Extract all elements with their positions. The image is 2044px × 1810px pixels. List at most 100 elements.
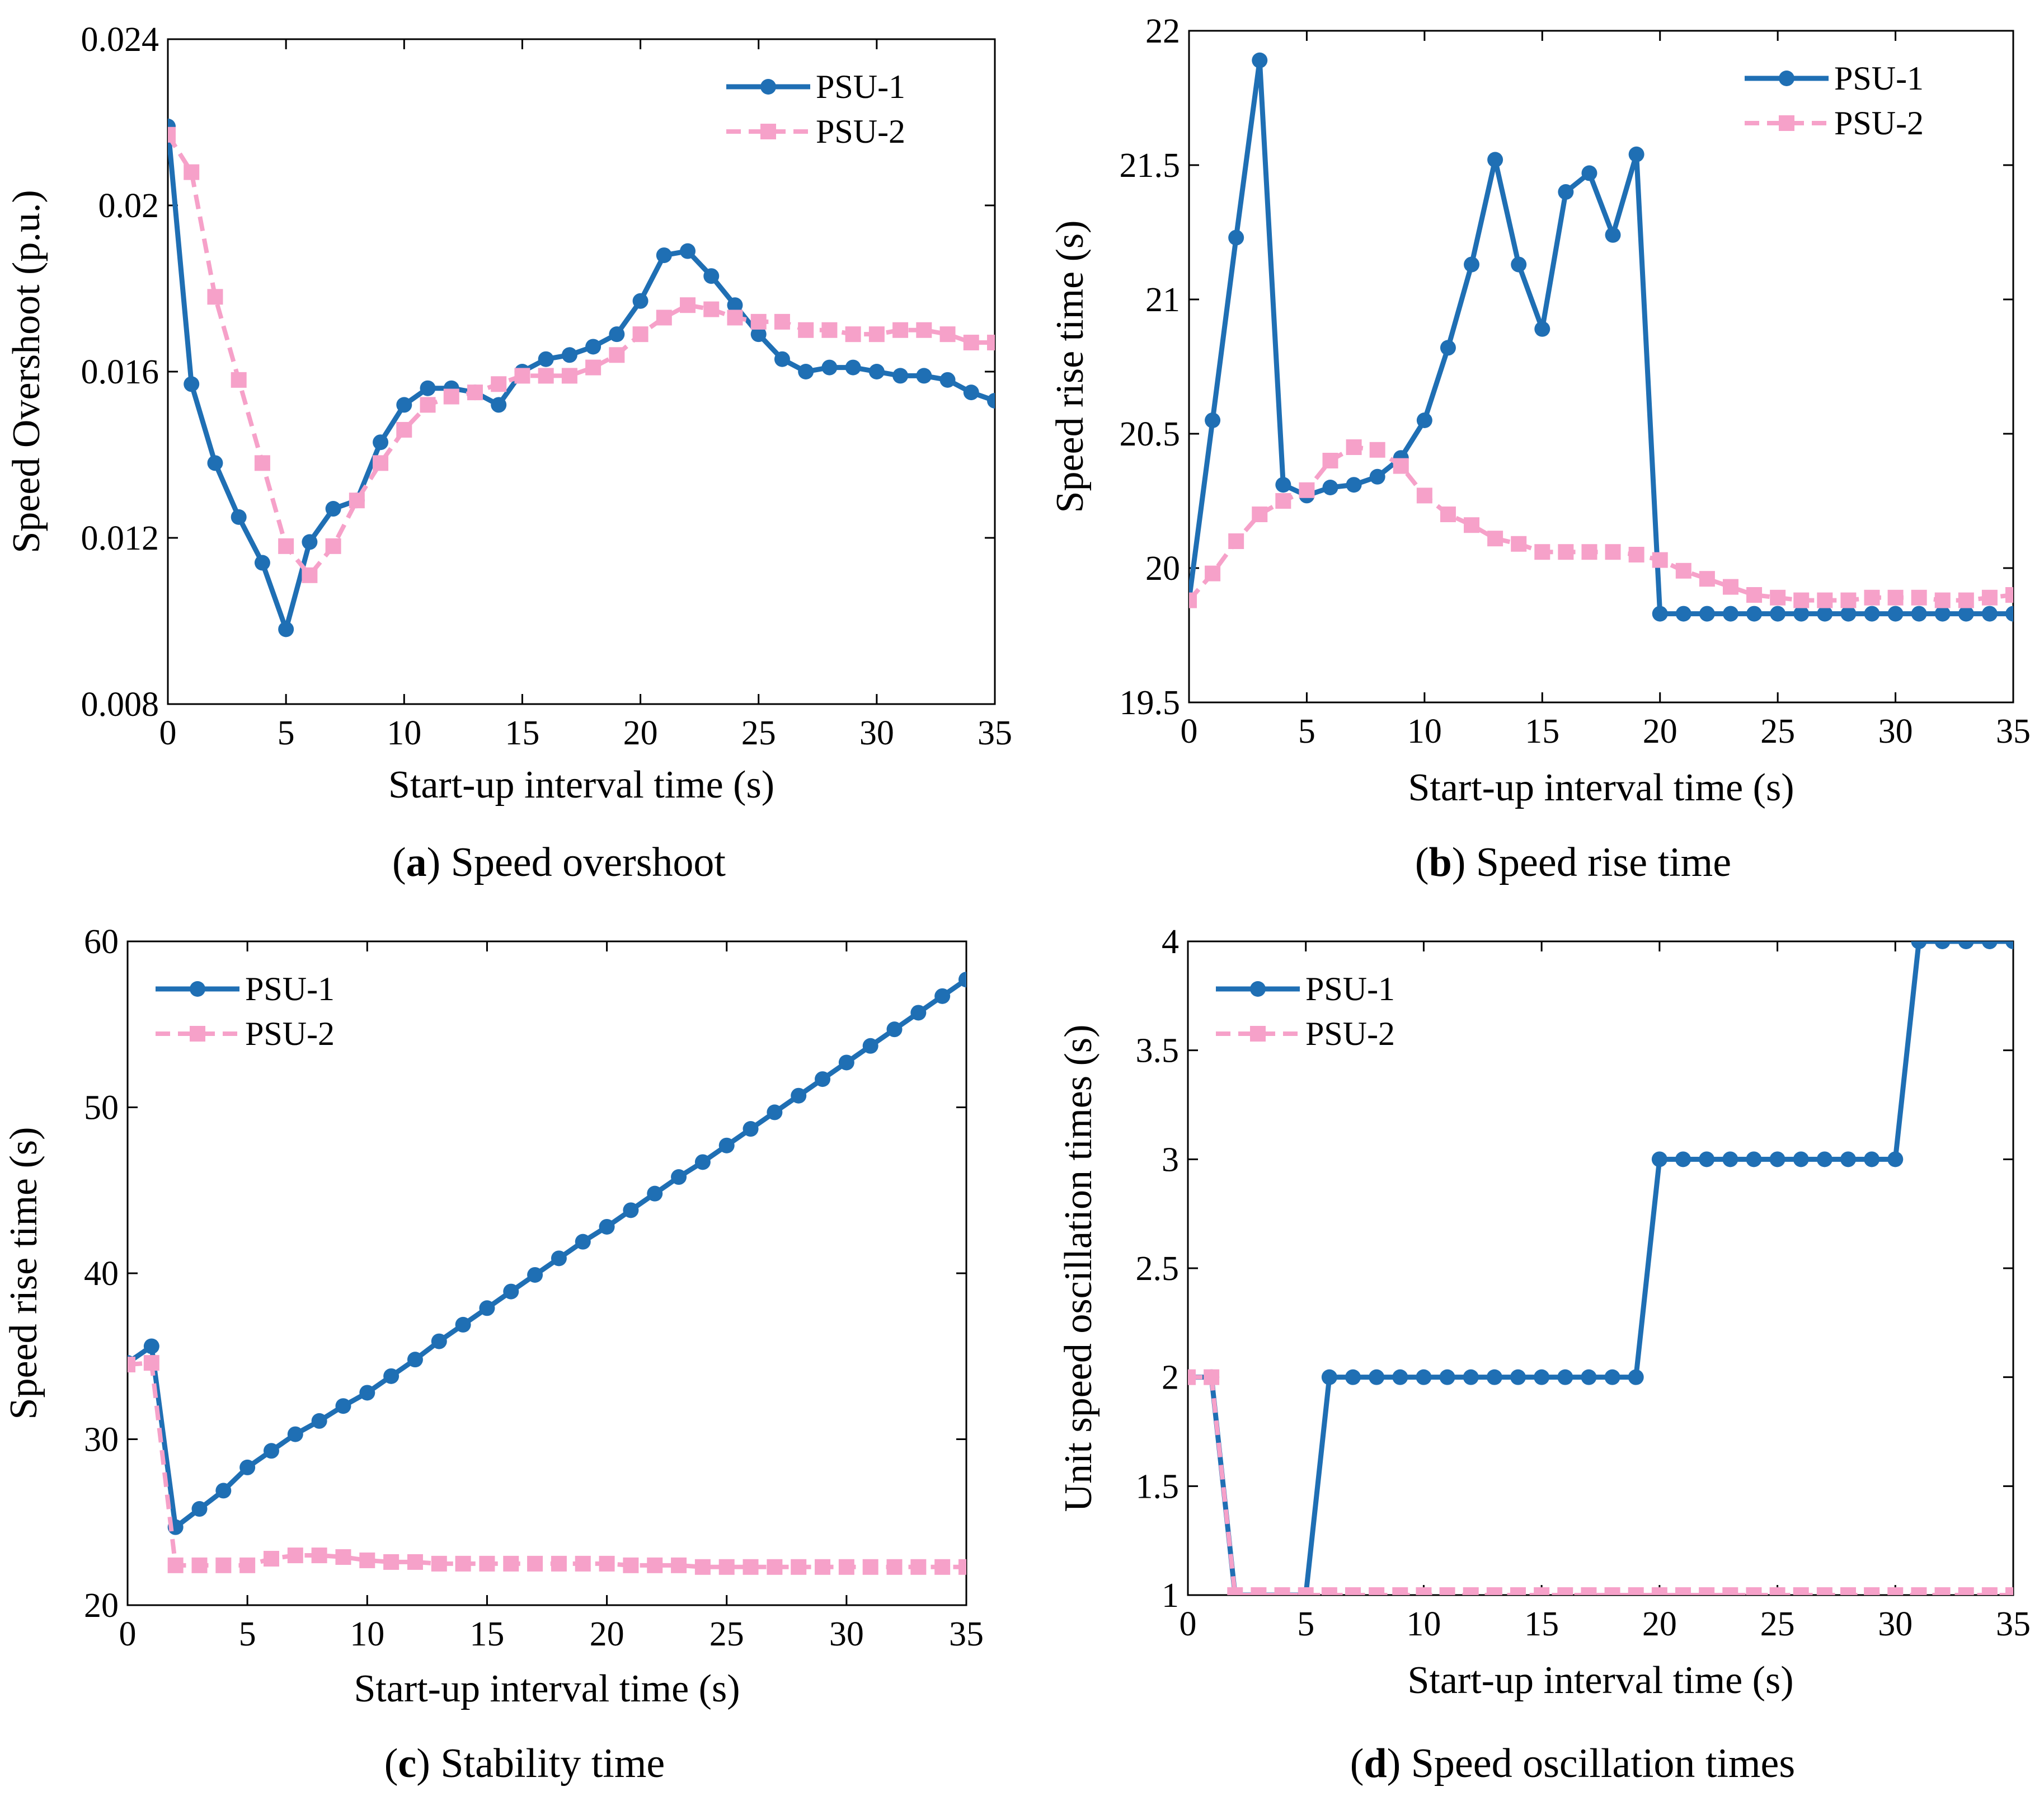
x-tick-label: 20	[623, 714, 658, 752]
data-point-psu1	[191, 1501, 208, 1517]
data-point-psu1	[1793, 1151, 1809, 1167]
legend-label: PSU-2	[816, 113, 905, 150]
data-point-psu1	[1981, 606, 1998, 622]
data-point-psu1	[1675, 606, 1691, 622]
data-point-psu2	[551, 1555, 567, 1572]
data-point-psu2	[1840, 1587, 1856, 1595]
data-point-psu1	[359, 1385, 375, 1401]
data-point-psu2	[1534, 544, 1550, 560]
data-point-psu2	[1605, 544, 1621, 560]
data-point-psu2	[239, 1557, 256, 1573]
data-point-psu2	[1189, 592, 1197, 608]
data-point-psu2	[609, 347, 625, 363]
data-point-psu1	[1769, 1151, 1785, 1167]
data-point-psu2	[750, 313, 767, 330]
data-point-psu1	[1864, 1151, 1880, 1167]
data-point-psu1	[934, 988, 951, 1004]
data-point-psu1	[1911, 941, 1927, 949]
data-point-psu1	[1628, 1369, 1644, 1385]
data-point-psu2	[680, 297, 696, 313]
y-tick-label: 40	[84, 1255, 119, 1293]
caption-paren-open: (	[1415, 840, 1429, 885]
data-point-psu1	[1934, 941, 1951, 949]
data-point-psu2	[1628, 1587, 1644, 1595]
legend-label: PSU-1	[816, 68, 905, 105]
data-point-psu2	[1346, 439, 1362, 455]
data-point-psu1	[1840, 606, 1857, 622]
axes-box	[1188, 30, 2014, 704]
data-point-psu2	[1722, 1587, 1738, 1595]
x-axis-label: Start-up interval time (s)	[354, 1667, 740, 1710]
data-point-psu2	[1864, 1587, 1880, 1595]
data-point-psu2	[910, 1559, 927, 1575]
data-point-psu2	[1981, 589, 1998, 606]
x-tick-label: 35	[1996, 1605, 2031, 1643]
x-axis-label: Start-up interval time (s)	[1408, 766, 1794, 809]
legend-label: PSU-1	[1305, 970, 1395, 1007]
data-point-psu1	[1534, 1369, 1550, 1385]
series-psu-1	[168, 118, 995, 637]
y-tick-label: 19.5	[1120, 684, 1181, 722]
data-point-psu1	[987, 392, 995, 409]
data-point-psu1	[1887, 606, 1904, 622]
y-tick-label: 1	[1162, 1577, 1179, 1615]
data-point-psu1	[1816, 1151, 1832, 1167]
data-point-psu2	[1699, 571, 1715, 587]
data-point-psu2	[1651, 1587, 1667, 1595]
x-tick-label: 5	[278, 714, 295, 752]
data-point-psu1	[1746, 1151, 1762, 1167]
data-point-psu2	[325, 538, 341, 554]
series-line-psu-1	[1189, 58, 2013, 617]
data-point-psu2	[585, 359, 602, 376]
data-point-psu2	[1298, 1587, 1314, 1595]
data-point-psu1	[231, 509, 247, 525]
data-point-psu1	[886, 1021, 903, 1038]
data-point-psu2	[671, 1557, 687, 1573]
y-tick-label: 1.5	[1136, 1467, 1180, 1506]
data-point-psu1	[1911, 606, 1927, 622]
data-point-psu1	[1252, 52, 1268, 68]
data-point-psu2	[963, 335, 979, 351]
chart-panel-b: 0 5 10 15 20 25 30 35 19.5 20 20.5 21 21.5 22 Start-up…	[1049, 12, 2031, 885]
x-tick-label: 15	[505, 714, 539, 752]
data-point-psu2	[527, 1555, 543, 1572]
data-point-psu2	[1345, 1587, 1361, 1595]
data-point-psu1	[383, 1368, 400, 1384]
data-point-psu1	[1487, 152, 1503, 168]
data-point-psu1	[821, 359, 838, 376]
data-point-psu2	[599, 1555, 615, 1572]
y-tick-label: 0.016	[81, 353, 159, 391]
data-point-psu2	[1393, 458, 1409, 474]
legend-marker-square	[1250, 1026, 1266, 1042]
data-point-psu1	[551, 1250, 567, 1267]
data-point-psu2	[1369, 442, 1385, 458]
data-point-psu1	[254, 555, 270, 571]
data-point-psu1	[767, 1104, 783, 1120]
data-point-psu2	[862, 1559, 878, 1575]
data-point-psu1	[1416, 412, 1432, 428]
data-point-psu2	[1746, 587, 1763, 603]
legend: PSU-1 PSU-2	[726, 68, 905, 150]
data-point-psu1	[694, 1154, 711, 1170]
data-point-psu1	[845, 359, 861, 376]
data-point-psu1	[680, 243, 696, 259]
data-point-psu1	[1887, 1151, 1904, 1167]
data-point-psu1	[838, 1054, 854, 1071]
data-point-psu1	[527, 1267, 543, 1283]
data-point-psu2	[1887, 1587, 1904, 1595]
data-point-psu1	[407, 1352, 423, 1368]
data-point-psu2	[1274, 1587, 1290, 1595]
legend-label: PSU-2	[245, 1015, 335, 1052]
data-point-psu2	[1911, 589, 1927, 606]
data-point-psu1	[239, 1459, 256, 1475]
x-tick-label: 30	[1878, 1605, 1913, 1643]
data-point-psu2	[443, 388, 459, 405]
data-point-psu2	[815, 1559, 831, 1575]
data-point-psu2	[1416, 1587, 1432, 1595]
legend: PSU-1 PSU-2	[156, 970, 335, 1052]
data-point-psu2	[1675, 1587, 1691, 1595]
data-point-psu2	[479, 1555, 495, 1572]
data-point-psu1	[1369, 468, 1385, 485]
x-tick-label: 20	[1642, 1605, 1677, 1643]
data-point-psu2	[128, 1357, 135, 1373]
